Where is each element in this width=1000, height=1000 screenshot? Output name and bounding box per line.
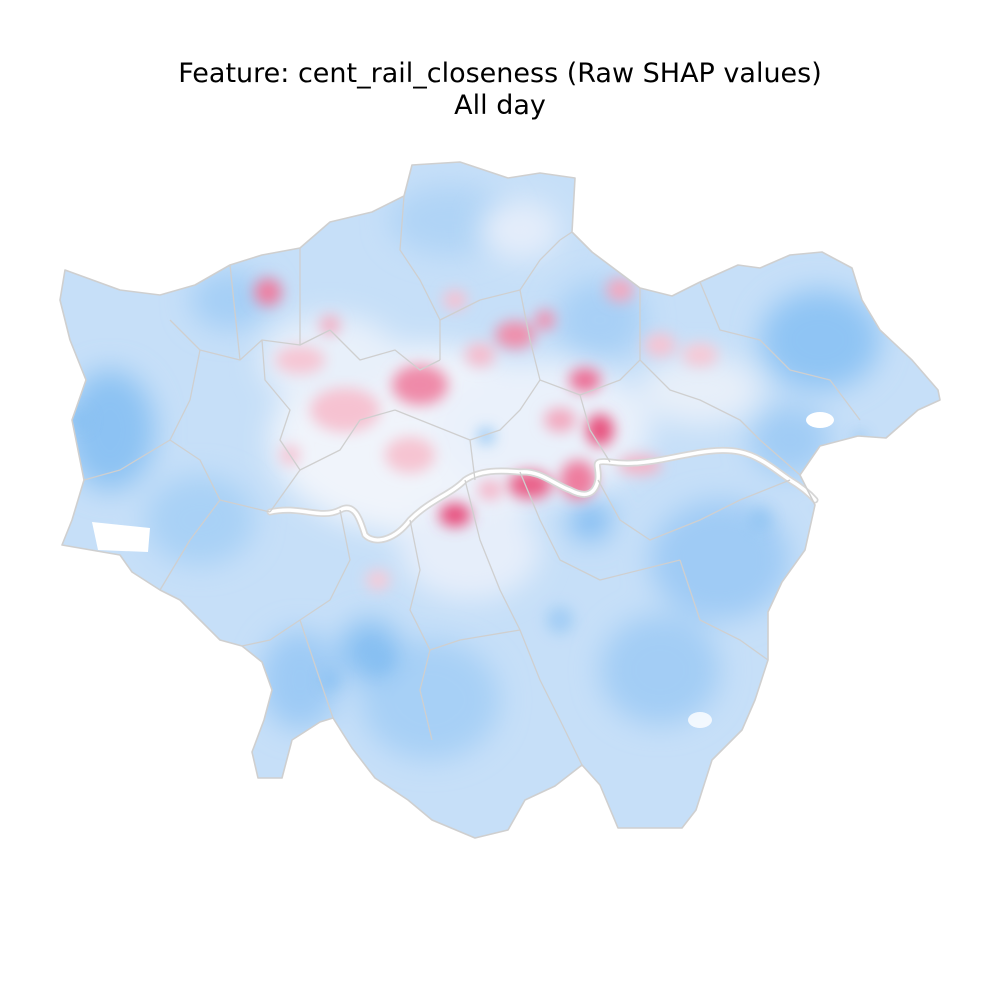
map-title: Feature: cent_rail_closeness (Raw SHAP v… [0, 58, 1000, 122]
empty-areas [92, 412, 834, 728]
positive-shap-areas [254, 278, 718, 590]
negative-shap-areas [65, 185, 880, 760]
borough-boundaries [83, 195, 861, 766]
title-line-1: Feature: cent_rail_closeness (Raw SHAP v… [178, 58, 822, 89]
title-line-2: All day [454, 90, 546, 121]
